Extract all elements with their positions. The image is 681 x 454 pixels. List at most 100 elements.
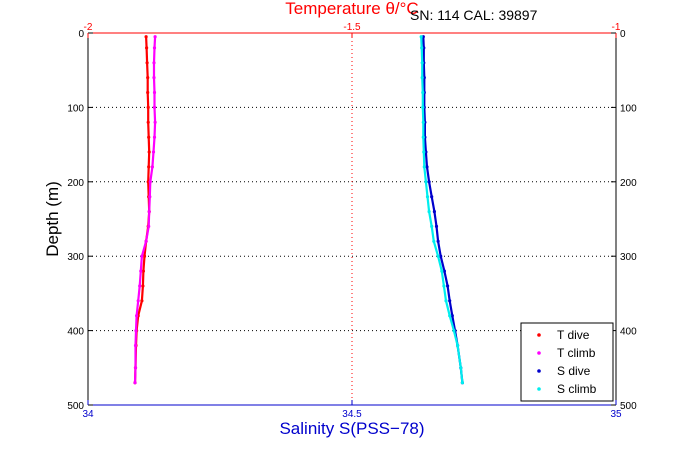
data-point [434, 224, 439, 228]
y-tick-label-left: 100 [67, 103, 84, 114]
data-point [440, 269, 444, 273]
data-point [452, 329, 456, 333]
data-point [427, 210, 431, 214]
data-point [142, 254, 147, 258]
series-trace [133, 36, 157, 383]
bottom-tick-label: 34.5 [342, 409, 362, 420]
data-point [432, 210, 436, 214]
y-tick-label-left: 300 [67, 252, 84, 263]
legend-marker [537, 369, 541, 373]
top-tick-label: -1.5 [343, 22, 361, 33]
legend: T dive T climb S dive S climb [520, 322, 614, 402]
data-point [153, 120, 157, 124]
y-tick-label-left: 200 [67, 178, 84, 189]
data-point [146, 90, 150, 95]
data-point [133, 381, 137, 385]
data-point [442, 269, 446, 273]
data-point [144, 35, 148, 39]
data-point [147, 165, 151, 169]
y-tick-label-right: 0 [620, 29, 626, 40]
annotation-text: SN: 114 CAL: 39897 [410, 7, 538, 23]
series-trace [422, 36, 464, 383]
legend-marker [537, 351, 541, 355]
data-point [151, 150, 156, 154]
legend-label: T climb [557, 346, 596, 360]
data-point [427, 180, 431, 184]
data-point [448, 314, 452, 318]
data-point [421, 90, 425, 95]
legend-label: S climb [557, 382, 597, 396]
data-point [421, 105, 425, 109]
data-point [147, 150, 151, 154]
data-point [135, 314, 139, 318]
data-point [459, 366, 463, 370]
data-point [144, 239, 148, 243]
legend-marker [537, 387, 541, 391]
data-point [419, 35, 423, 39]
data-point [148, 180, 152, 184]
y-tick-label-left: 500 [67, 401, 84, 412]
data-point [153, 35, 157, 39]
data-point [422, 150, 426, 154]
data-point [147, 210, 151, 214]
y-tick-label-right: 200 [620, 178, 637, 189]
bottom-axis-title: Salinity S(PSS−78) [279, 419, 424, 438]
data-point [421, 120, 425, 124]
data-point [425, 165, 429, 169]
data-point [420, 46, 424, 50]
y-tick-label-left: 400 [67, 327, 84, 338]
y-tick-label-right: 100 [620, 103, 637, 114]
series-trace [420, 36, 464, 383]
data-point [147, 135, 151, 139]
data-point [152, 76, 156, 80]
data-point [136, 299, 140, 303]
data-point [439, 254, 443, 258]
data-point [133, 366, 138, 370]
top-axis-title: Temperature θ/°C [285, 0, 418, 18]
data-point [139, 269, 143, 273]
depth-ticks: 0 0 100 100 200 200 300 300 400 400 500 500 [67, 29, 637, 412]
y-tick-label-right: 300 [620, 252, 637, 263]
data-point [448, 299, 452, 303]
data-point [134, 329, 138, 333]
data-point [140, 299, 144, 303]
data-point [450, 314, 454, 318]
data-point [138, 284, 142, 288]
data-point [145, 46, 149, 50]
data-point [442, 284, 446, 288]
data-point [456, 343, 460, 348]
data-point [460, 381, 464, 385]
data-point [444, 299, 448, 303]
y-tick-label-left: 0 [78, 29, 84, 40]
data-point [150, 165, 154, 169]
salinity-ticks: 34 34.5 35 [82, 400, 622, 420]
data-point [430, 195, 434, 199]
data-point [432, 239, 436, 243]
data-point [420, 76, 424, 80]
legend-box [520, 322, 614, 402]
data-point [152, 61, 156, 65]
series-layer [133, 35, 464, 385]
data-point [436, 254, 440, 258]
series-s-climb [419, 35, 464, 385]
data-point [152, 46, 157, 50]
legend-label: T dive [557, 328, 590, 342]
data-point [146, 105, 150, 109]
data-point [146, 76, 150, 80]
top-tick-label: -1 [612, 22, 621, 33]
temperature-ticks: -2 -1.5 -1 [84, 22, 621, 38]
legend-label: S dive [557, 364, 591, 378]
data-point [141, 269, 145, 273]
grid-lines [88, 33, 616, 405]
data-point [425, 195, 430, 199]
series-t-climb [133, 35, 157, 385]
y-tick-label-right: 500 [620, 401, 637, 412]
data-point [152, 135, 157, 139]
data-point [436, 239, 440, 243]
data-point [133, 343, 138, 348]
data-point [141, 284, 145, 288]
data-point [430, 224, 434, 228]
data-point [147, 224, 151, 228]
top-tick-label: -2 [84, 22, 93, 33]
